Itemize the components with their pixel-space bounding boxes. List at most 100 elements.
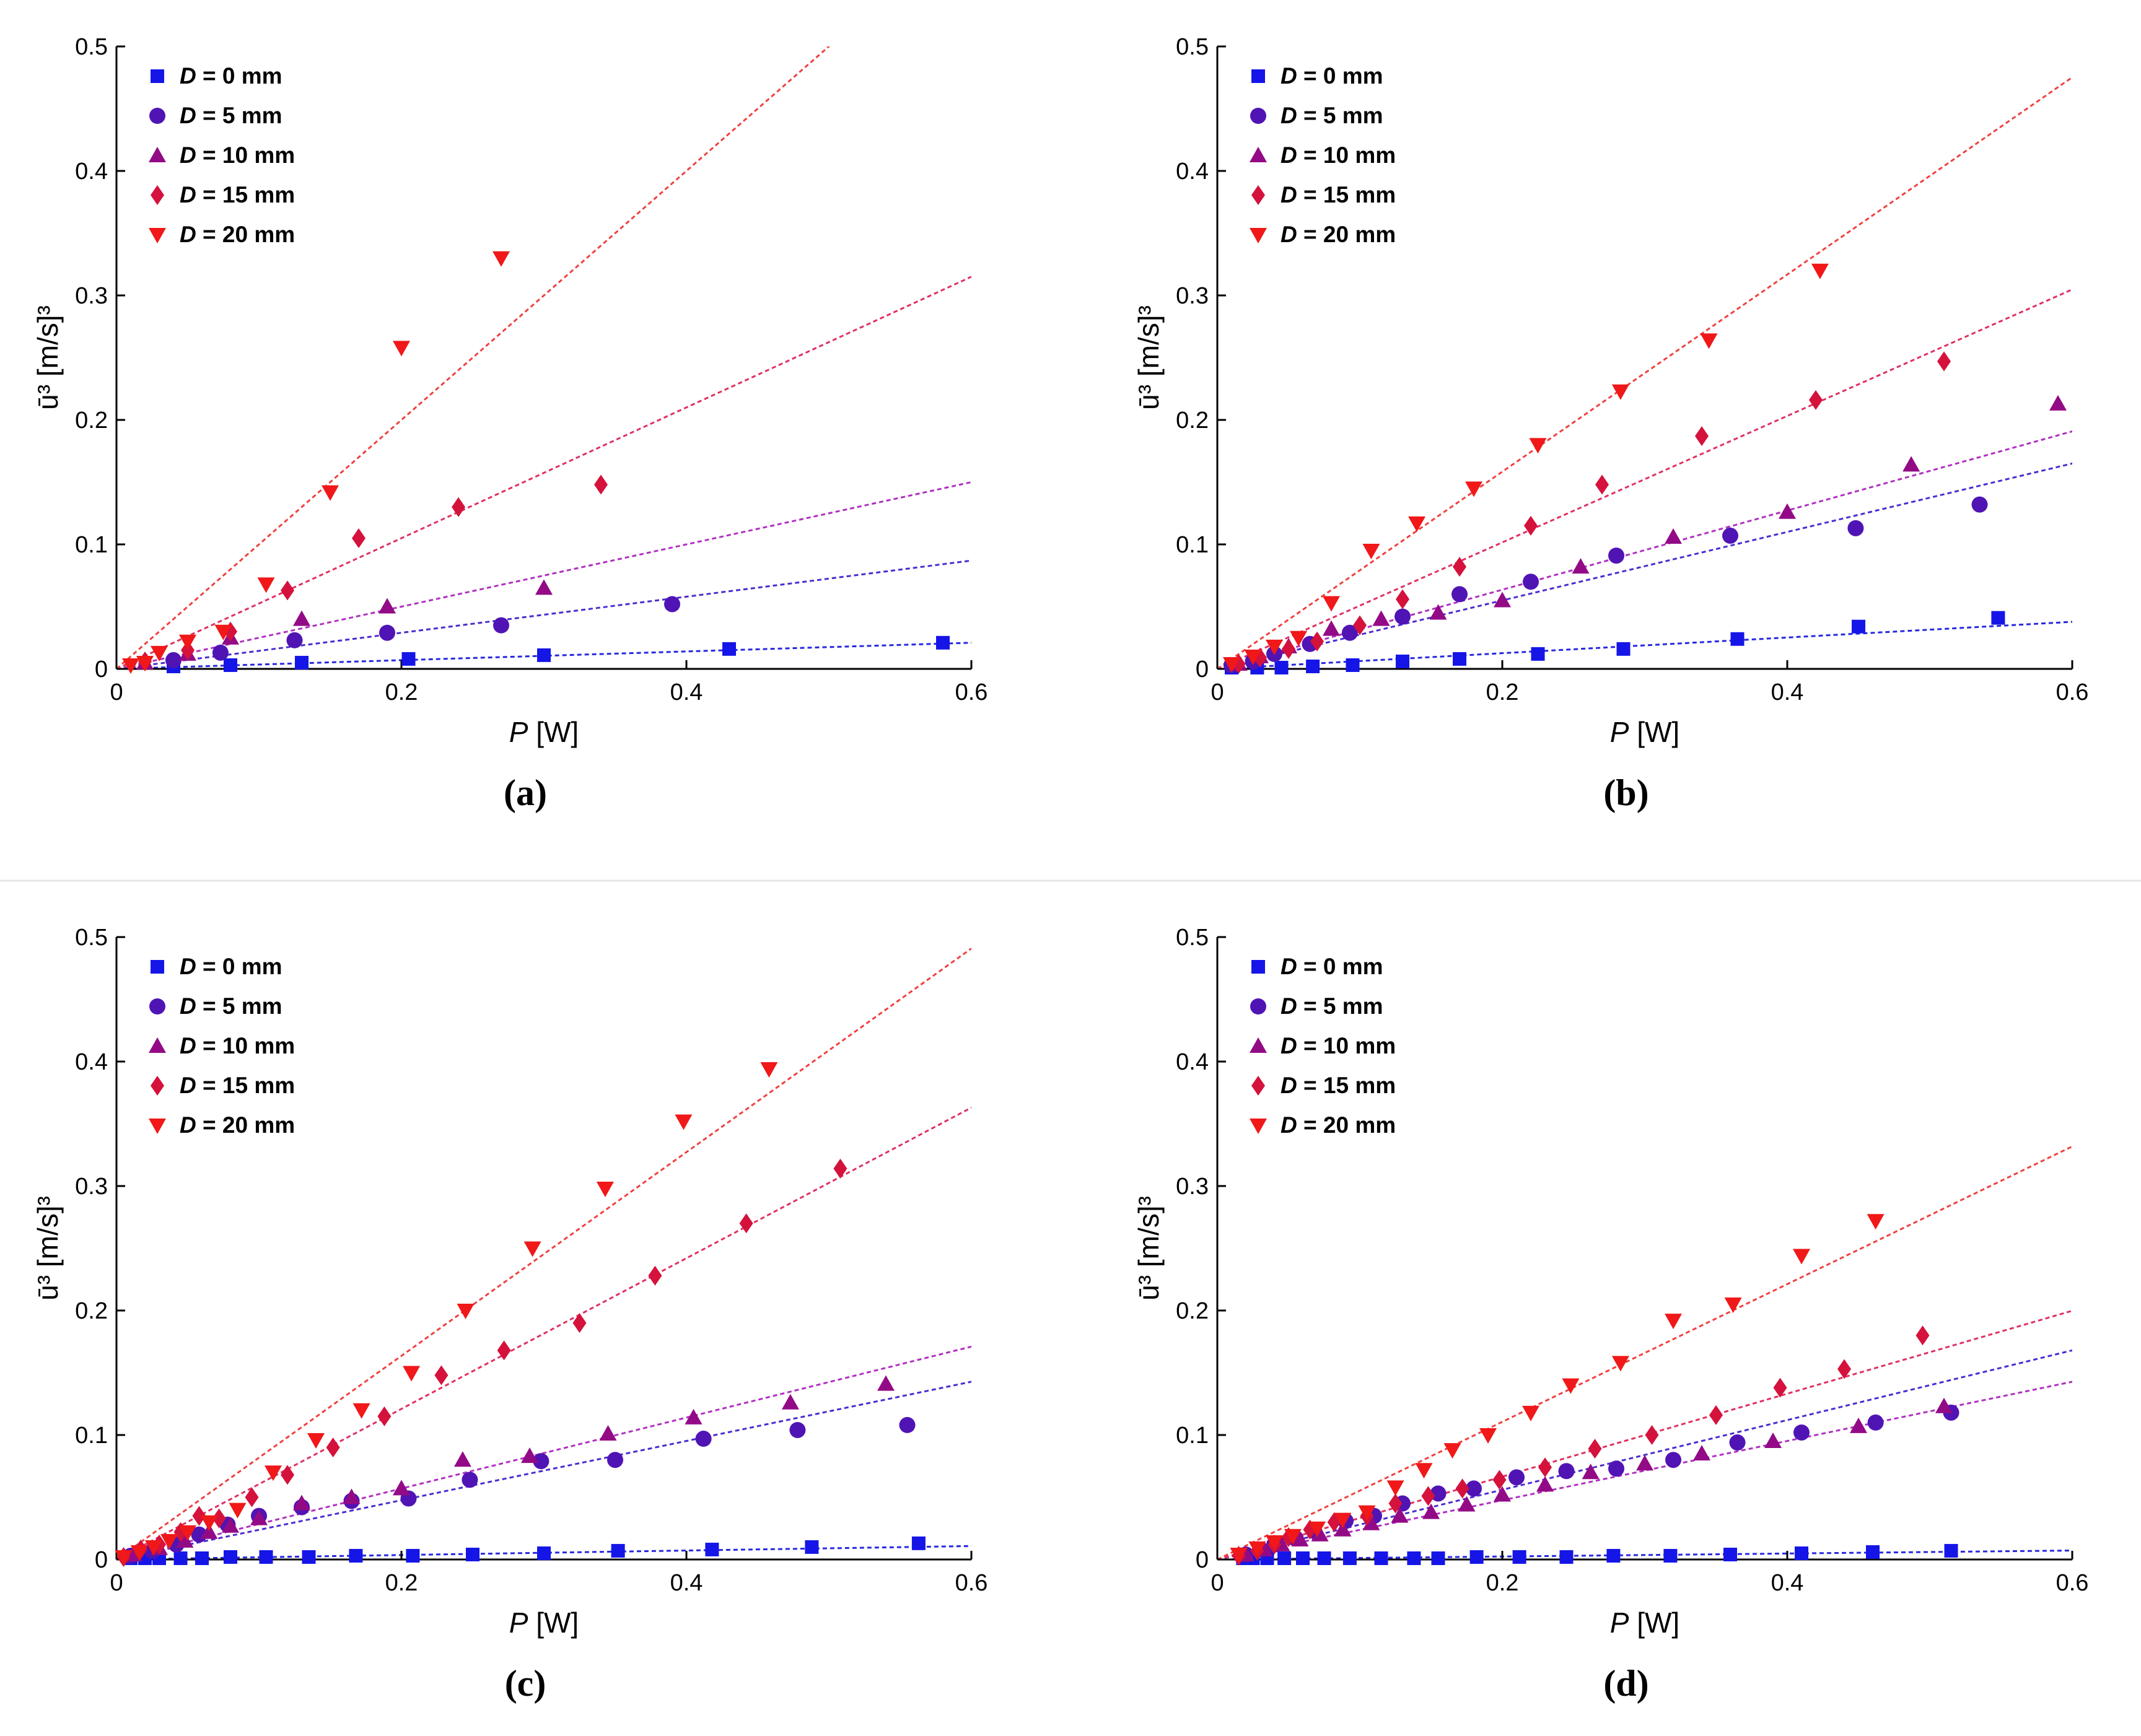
data-point: [1793, 1424, 1810, 1441]
data-point: [195, 1551, 209, 1565]
series-10mm: [1237, 1397, 1953, 1561]
data-point: [1277, 1551, 1292, 1565]
y-axis-label: ū³ [m/s]³: [1132, 1196, 1165, 1301]
legend-marker: [1250, 1119, 1267, 1134]
data-point: [1469, 1550, 1484, 1564]
x-tick-label: 0.6: [955, 1570, 988, 1596]
series-15mm: [1232, 351, 1951, 674]
y-tick-label: 0.5: [1176, 34, 1209, 60]
series-20mm: [115, 1062, 778, 1566]
y-tick-label: 0.2: [1176, 1298, 1209, 1324]
data-point: [537, 1546, 551, 1560]
series-15mm: [116, 1158, 847, 1567]
series-0mm: [1225, 611, 2005, 674]
legend-label: D = 20 mm: [180, 222, 295, 247]
legend-entry: D = 15 mm: [1251, 1073, 1396, 1098]
data-point: [1562, 1378, 1580, 1394]
data-point: [403, 1366, 421, 1382]
fit-line-20mm: [116, 948, 971, 1559]
legend-label: D = 15 mm: [180, 1073, 295, 1098]
x-axis-label: P [W]: [1610, 1607, 1679, 1639]
data-point: [393, 341, 410, 357]
y-tick-label: 0.1: [1176, 1423, 1209, 1449]
legend-label: D = 15 mm: [1281, 1073, 1396, 1098]
series-0mm: [167, 635, 950, 673]
legend-marker: [1250, 228, 1267, 243]
x-tick-label: 0.6: [2056, 1570, 2089, 1596]
data-point: [224, 1550, 237, 1564]
data-point: [144, 1540, 162, 1556]
data-point: [453, 1451, 471, 1467]
y-tick-label: 0.3: [75, 283, 108, 309]
y-axis-label: ū³ [m/s]³: [32, 1196, 64, 1301]
data-point: [1232, 653, 1246, 674]
fit-line-0mm: [1217, 621, 2072, 669]
data-point: [1346, 658, 1360, 672]
x-tick-label: 0.4: [670, 679, 703, 705]
data-point: [1538, 1457, 1552, 1478]
data-point: [281, 1465, 294, 1485]
data-point: [1935, 1397, 1953, 1413]
legend-entry: D = 20 mm: [1250, 1112, 1396, 1138]
data-point: [1296, 1551, 1310, 1565]
data-point: [695, 1431, 712, 1447]
legend-entry: D = 0 mm: [151, 954, 282, 979]
fit-lines: [1217, 76, 2072, 669]
data-point: [1266, 639, 1283, 655]
data-point: [1700, 333, 1718, 349]
series-5mm: [1224, 496, 1988, 673]
panel-letter-label: (d): [1603, 1663, 1648, 1704]
legend: D = 0 mm D = 5 mm D = 10 mm D = 15 mm D = 20…: [1250, 63, 1396, 247]
plot-area: 0 0.2 0.4 0.6 0 0.1 0.2 0.3 0.4 0.5 P [W] ū³ [m/s]³…: [1132, 925, 2088, 1639]
fit-line-15mm: [116, 1107, 971, 1559]
data-point: [1311, 1525, 1329, 1542]
data-point: [352, 528, 366, 548]
legend-entry: D = 0 mm: [1251, 63, 1383, 89]
data-point: [265, 1465, 282, 1481]
legend-label: D = 10 mm: [180, 1033, 295, 1058]
data-point: [1608, 547, 1624, 564]
data-point: [537, 648, 551, 662]
series-15mm: [138, 474, 608, 671]
y-tick-label: 0.5: [75, 34, 108, 60]
data-point: [1524, 515, 1538, 536]
legend-label: D = 15 mm: [180, 182, 295, 207]
legend-entry: D = 10 mm: [1250, 1033, 1396, 1058]
data-point: [1665, 528, 1682, 544]
panel-letter-label: (b): [1603, 772, 1648, 813]
data-point: [1512, 1550, 1526, 1564]
data-point: [1422, 1503, 1440, 1519]
legend-marker: [1250, 998, 1266, 1014]
legend-entry: D = 20 mm: [149, 222, 295, 247]
data-point: [1558, 1463, 1575, 1480]
data-point: [596, 1182, 614, 1198]
data-point: [1408, 516, 1425, 532]
data-point: [1837, 1359, 1851, 1379]
data-point: [257, 577, 275, 593]
y-tick-label: 0.3: [1176, 1174, 1209, 1200]
data-point: [462, 1472, 478, 1488]
y-tick-label: 0: [95, 656, 108, 683]
data-point: [1327, 1512, 1341, 1532]
data-point: [1693, 1445, 1710, 1461]
data-point: [1494, 591, 1511, 608]
legend-entry: D = 20 mm: [149, 1112, 295, 1138]
legend-entry: D = 5 mm: [149, 993, 282, 1019]
panel-b: 0 0.2 0.4 0.6 0 0.1 0.2 0.3 0.4 0.5 P [W] ū³ [m/s]³…: [1132, 34, 2088, 813]
legend-label: D = 5 mm: [180, 103, 282, 128]
data-point: [1508, 1469, 1525, 1486]
data-point: [130, 1545, 148, 1561]
legend-entry: D = 10 mm: [149, 1033, 295, 1058]
y-tick-label: 0.2: [75, 408, 108, 434]
data-point: [1902, 456, 1920, 472]
legend-marker: [151, 185, 164, 205]
legend-label: D = 5 mm: [1281, 103, 1383, 128]
fit-line-20mm: [1217, 1145, 2072, 1559]
data-point: [1223, 656, 1240, 673]
data-point: [179, 1525, 196, 1541]
data-point: [1391, 1507, 1409, 1523]
data-point: [250, 1509, 268, 1525]
data-point: [212, 1508, 226, 1529]
data-point: [1559, 1550, 1574, 1564]
legend-entry: D = 5 mm: [1250, 993, 1383, 1019]
